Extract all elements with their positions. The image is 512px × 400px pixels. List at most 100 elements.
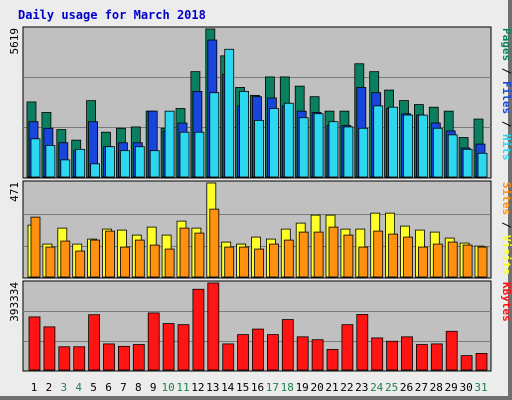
bar-sites-day-14 [224, 246, 235, 278]
bar-hits-day-4 [75, 148, 86, 178]
bar-sites-day-9 [149, 244, 160, 278]
bar-kbytes-day-7 [118, 345, 130, 371]
bar-kbytes-day-13 [207, 282, 220, 371]
bar-sites-day-10 [164, 248, 175, 278]
bar-sites-day-20 [313, 231, 324, 278]
day-label-2: 2 [46, 381, 53, 394]
day-label-1: 1 [31, 381, 38, 394]
day-label-18: 18 [281, 381, 294, 394]
bar-sites-day-31 [477, 246, 488, 278]
bar-hits-day-17 [268, 108, 279, 178]
bar-kbytes-day-21 [326, 349, 339, 371]
day-label-28: 28 [430, 381, 443, 394]
bar-kbytes-day-23 [356, 314, 369, 371]
day-label-10: 10 [161, 381, 174, 394]
bar-hits-day-13 [209, 92, 220, 178]
bar-sites-day-11 [179, 227, 190, 278]
legend-traffic-part-0: Pages [500, 28, 512, 61]
day-label-21: 21 [325, 381, 338, 394]
bar-sites-day-6 [105, 230, 115, 278]
bar-hits-day-27 [417, 114, 428, 178]
day-label-14: 14 [221, 381, 235, 394]
bar-hits-day-2 [45, 144, 56, 178]
day-label-16: 16 [251, 381, 264, 394]
legend-visits-part-1: / [500, 215, 512, 235]
bar-hits-day-11 [179, 131, 190, 178]
day-label-26: 26 [400, 381, 413, 394]
day-label-8: 8 [135, 381, 142, 394]
legend-visits-part-2: Visits [500, 235, 512, 275]
bar-hits-day-24 [373, 105, 384, 178]
bar-sites-day-27 [417, 246, 428, 278]
bar-kbytes-day-31 [475, 353, 488, 371]
day-label-9: 9 [150, 381, 157, 394]
day-label-23: 23 [355, 381, 368, 394]
day-label-5: 5 [90, 381, 97, 394]
y-max-label-kbytes: 393334 [8, 282, 21, 322]
y-max-label-visits: 471 [8, 182, 21, 202]
bar-kbytes-day-12 [192, 288, 205, 371]
bar-kbytes-day-22 [341, 324, 354, 371]
bar-kbytes-day-3 [58, 346, 71, 371]
y-max-label-traffic: 5619 [8, 28, 21, 55]
bar-kbytes-day-18 [281, 319, 294, 371]
bar-sites-day-17 [268, 243, 279, 278]
day-label-11: 11 [176, 381, 189, 394]
day-label-3: 3 [60, 381, 67, 394]
legend-traffic-part-3: / [500, 114, 512, 134]
bar-kbytes-day-17 [266, 334, 279, 371]
bar-kbytes-day-16 [252, 328, 264, 371]
bar-sites-day-2 [45, 246, 56, 278]
bar-hits-day-19 [298, 117, 309, 178]
bar-kbytes-day-20 [311, 339, 324, 371]
bar-sites-day-13 [209, 208, 220, 278]
bar-hits-day-23 [358, 127, 369, 178]
bar-sites-day-24 [373, 230, 384, 278]
bar-kbytes-day-8 [132, 344, 145, 371]
bar-kbytes-day-14 [222, 343, 235, 371]
bar-sites-day-23 [358, 246, 369, 278]
bar-sites-day-8 [134, 239, 145, 278]
day-label-19: 19 [296, 381, 309, 394]
bar-sites-day-18 [283, 239, 294, 278]
bar-kbytes-day-19 [296, 336, 309, 371]
chart-title: Daily usage for March 2018 [18, 8, 206, 22]
day-label-4: 4 [75, 381, 82, 394]
bar-hits-day-9 [149, 150, 160, 178]
bar-hits-day-20 [313, 113, 324, 178]
bar-kbytes-day-1 [28, 316, 41, 371]
bar-hits-day-16 [254, 119, 264, 178]
bar-kbytes-day-6 [103, 343, 115, 371]
bar-hits-day-5 [90, 163, 100, 178]
bar-kbytes-day-29 [445, 330, 458, 371]
bar-hits-day-6 [105, 146, 115, 178]
bar-sites-day-16 [254, 248, 264, 278]
bar-kbytes-day-2 [43, 326, 56, 371]
bar-hits-day-31 [477, 152, 488, 178]
day-label-6: 6 [105, 381, 112, 394]
day-label-15: 15 [236, 381, 249, 394]
bar-hits-day-28 [432, 127, 443, 178]
bar-hits-day-14 [224, 48, 235, 178]
bar-kbytes-day-25 [386, 340, 399, 371]
bar-hits-day-30 [462, 148, 473, 178]
bar-kbytes-day-28 [430, 343, 443, 371]
bar-sites-day-3 [60, 240, 71, 278]
bar-kbytes-day-24 [371, 337, 384, 371]
bar-hits-day-1 [30, 138, 41, 178]
bar-sites-day-29 [447, 241, 458, 278]
bar-hits-day-8 [134, 146, 145, 178]
bar-kbytes-day-30 [460, 355, 473, 371]
bar-sites-day-19 [298, 231, 309, 278]
bar-sites-day-28 [432, 243, 443, 278]
day-label-25: 25 [385, 381, 398, 394]
day-label-12: 12 [191, 381, 204, 394]
bar-hits-day-29 [447, 134, 458, 178]
day-label-31: 31 [474, 381, 487, 394]
bar-kbytes-day-5 [88, 314, 100, 371]
bar-hits-day-3 [60, 159, 71, 178]
bar-sites-day-21 [328, 226, 339, 278]
bar-sites-day-4 [75, 250, 86, 278]
bar-hits-day-18 [283, 102, 294, 178]
